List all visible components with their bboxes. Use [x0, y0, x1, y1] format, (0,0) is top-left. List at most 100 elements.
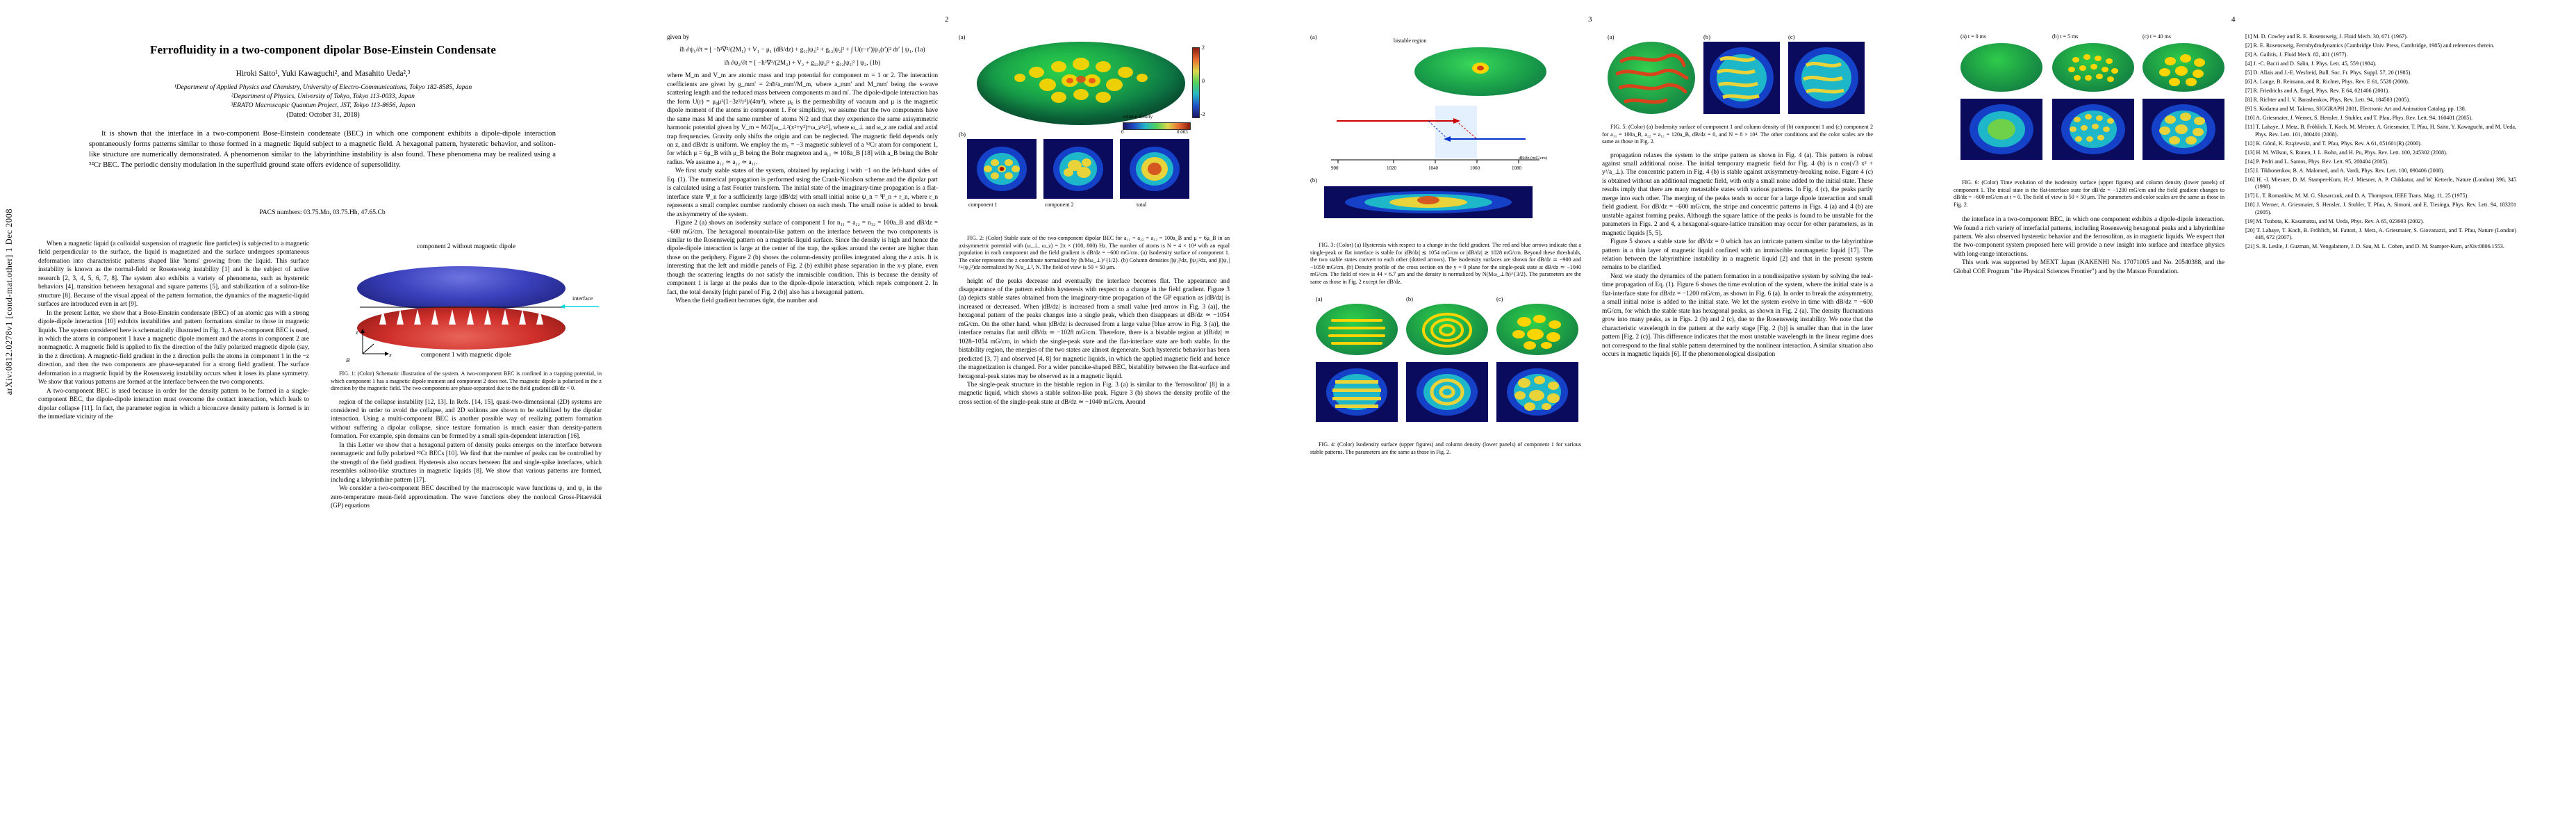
paragraph: height of the peaks decrease and eventua…: [959, 277, 1230, 380]
fig2-column-density-c1: [967, 139, 1037, 199]
page-number: 4: [2231, 15, 2236, 24]
reference-item: [2] R. E. Rosensweig, Ferrohydrodynamics…: [2245, 42, 2495, 49]
fig2-column-density-total: [1120, 139, 1189, 199]
paragraph: We consider a two-component BEC describe…: [331, 485, 602, 509]
fig6-density-t40: [2142, 99, 2224, 160]
fig4-density-a: [1316, 362, 1398, 423]
figure-6: (a) t = 0 ms (b) t = 5 ms (c) t = 40 ms: [1954, 33, 2224, 179]
fig2-axis-tick-mid: 0: [1202, 78, 1205, 84]
reference-item: [21] S. R. Leslie, J. Guzman, M. Vengala…: [2245, 243, 2504, 250]
page-4: 4 (a) t = 0 ms (b) t = 5 ms (c) t = 40 m…: [1933, 0, 2576, 834]
reference-item: [19] M. Tsubota, K. Kasamatsu, and M. Ue…: [2245, 218, 2425, 224]
paragraph: A two-component BEC is used because in o…: [38, 387, 309, 421]
paragraph: region of the collapse instability [12, …: [331, 398, 602, 441]
reference-item: [13] H. M. Wilson, S. Ronen, J. L. Bohn,…: [2245, 149, 2447, 156]
reference-item: [11] T. Lahaye, J. Metz, B. Fröhlich, T.…: [2245, 124, 2516, 138]
fig2-colorbar-title: column density: [1123, 114, 1153, 120]
fig2-colorbar-max: 0.003: [1177, 129, 1188, 135]
date-line: (Dated: October 31, 2018): [286, 111, 360, 119]
page-1: arXiv:0812.0278v1 [cond-mat.other] 1 Dec…: [0, 0, 646, 834]
fig4-iso-a: [1316, 304, 1398, 356]
fig3-tick-1: 1020: [1387, 165, 1396, 171]
figure-4: (a) (b) (c): [1310, 295, 1581, 441]
reference-item: [8] R. Richter and I. V. Barashenkov, Ph…: [2245, 97, 2411, 104]
fig3-tick-2: 1040: [1428, 165, 1438, 171]
page-3: 3 (a) bistable region: [1289, 0, 1933, 834]
fig1-component2-ellipse: [357, 266, 565, 311]
fig4-panel-a-label: (a): [1316, 295, 1323, 303]
figure-3-caption: FIG. 3: (Color) (a) Hysteresis with resp…: [1310, 242, 1581, 285]
figure-4-caption: FIG. 4: (Color) Isodensity surface (uppe…: [1310, 441, 1581, 455]
page-2: 2 given by iħ ∂ψ₁/∂t = [ −ħ²∇²/(2M₁) + V…: [646, 0, 1289, 834]
fig4-density-c: [1496, 362, 1578, 423]
affiliation-1: ¹Department of Applied Physics and Chemi…: [174, 83, 472, 91]
fig1-dipole-arrows: [379, 309, 543, 333]
fig2-colorbar-vertical: [1192, 47, 1200, 118]
fig1-axis-x: x: [389, 351, 392, 358]
fig4-density-b: [1406, 362, 1488, 423]
reference-item: [17] L. T. Romankiw, M. M. G. Slusarczuk…: [2245, 193, 2469, 199]
fig1-axis-z: z: [356, 329, 358, 336]
fig6-panel-c-label: (c) t = 40 ms: [2142, 33, 2171, 40]
fig5-panel-b-label: (b): [1703, 33, 1711, 40]
fig2-panel-b-label: (b): [959, 131, 966, 138]
fig3-tick-3: 1060: [1470, 165, 1480, 171]
page2-column-2: (a): [959, 33, 1230, 407]
figure-1-caption: FIG. 1: (Color) Schematic illustration o…: [331, 370, 602, 392]
fig5-density-c: [1788, 42, 1865, 114]
equation-1b: iħ ∂ψ₂/∂t = [ −ħ²∇²/(2M₂) + V₂ + g₂₂|ψ₂|…: [724, 59, 881, 67]
reference-item: [9] S. Kodama and M. Takeno, SIGGRAPH 20…: [2245, 106, 2466, 113]
fig3-panel-b-label: (b): [1310, 177, 1318, 183]
fig1-label-top: component 2 without magnetic dipole: [416, 243, 516, 250]
fig6-panel-b-label: (b) t = 5 ms: [2052, 33, 2079, 40]
author-list: Hiroki Saito¹, Yuki Kawaguchi², and Masa…: [236, 70, 411, 78]
reference-item: [14] P. Pedri and L. Santos, Phys. Rev. …: [2245, 158, 2389, 165]
reference-item: [15] I. Tikhonenkov, B. A. Malomed, and …: [2245, 167, 2445, 174]
paragraph: given by: [667, 34, 690, 41]
page-number: 2: [945, 15, 949, 24]
figure-6-caption: FIG. 6: (Color) Time evolution of the is…: [1954, 179, 2224, 208]
reference-list: [1] M. D. Cowley and R. E. Rosensweig, J…: [2245, 33, 2516, 252]
paragraph: In this Letter we show that a hexagonal …: [331, 441, 602, 484]
fig6-iso-t0: [1960, 43, 2042, 92]
fig5-density-b: [1703, 42, 1780, 114]
fig3-cross-section: [1324, 186, 1533, 218]
paragraph: This work was supported by MEXT Japan (K…: [1954, 259, 2224, 275]
fig4-panel-b-label: (b): [1406, 295, 1414, 303]
fig4-iso-c: [1496, 304, 1578, 356]
fig2-axis-tick-min: -2: [1200, 111, 1205, 117]
paragraph: the interface in a two-component BEC, in…: [1954, 216, 2224, 258]
reference-item: [7] R. Friedrichs and A. Engel, Phys. Re…: [2245, 88, 2390, 95]
pacs-line: PACS numbers: 03.75.Mn, 03.75.Hh, 47.65.…: [259, 208, 386, 216]
fig2-isosurface: [977, 42, 1185, 125]
reference-item: [16] H. -J. Miesner, D. M. Stamper-Kurn,…: [2245, 176, 2516, 190]
fig1-axes: [358, 327, 400, 358]
reference-item: [18] J. Werner, A. Griesmaier, S. Hensle…: [2245, 202, 2516, 215]
page4-column-1: (a) t = 0 ms (b) t = 5 ms (c) t = 40 ms: [1954, 33, 2224, 276]
paragraph: propagation relaxes the system to the st…: [1602, 152, 1873, 237]
fig3-panel-a-label: (a): [1310, 33, 1317, 40]
fig3-tick-0: 900: [1331, 165, 1339, 171]
fig2-sublabel-3: total: [1137, 202, 1147, 208]
reference-item: [12] K. Góral, K. Rzążewski, and T. Pfau…: [2245, 140, 2422, 147]
fig6-density-t5: [2052, 99, 2134, 160]
fig1-label-bottom: component 1 with magnetic dipole: [420, 352, 512, 359]
reference-item: [3] A. Gailitis, J. Fluid Mech. 82, 401 …: [2245, 51, 2348, 58]
reference-item: [4] J. -C. Bacri and D. Salin, J. Phys. …: [2245, 60, 2377, 67]
figure-2-caption: FIG. 2: (Color) Stable state of the two-…: [959, 235, 1230, 271]
fig5-panel-a-label: (a): [1608, 33, 1615, 40]
fig2-panel-a-label: (a): [959, 33, 966, 40]
paragraph: The single-peak structure in the bistabl…: [959, 382, 1230, 406]
fig4-panel-c-label: (c): [1496, 295, 1503, 303]
fig2-colorbar-min: 0: [1121, 129, 1124, 135]
paragraph: In the present Letter, we show that a Bo…: [38, 309, 309, 386]
fig4-iso-b: [1406, 304, 1488, 356]
fig6-iso-t5: [2052, 43, 2134, 92]
abstract: It is shown that the interface in a two-…: [89, 130, 556, 170]
page2-column-1: given by iħ ∂ψ₁/∂t = [ −ħ²∇²/(2M₁) + V₁ …: [667, 33, 938, 306]
figure-2: (a): [959, 33, 1230, 235]
fig3-axis-label: dB/dz (mG/cm): [1519, 156, 1547, 161]
figure-3: (a) bistable region: [1310, 33, 1581, 242]
page-title: Ferrofluidity in a two-component dipolar…: [150, 43, 496, 56]
